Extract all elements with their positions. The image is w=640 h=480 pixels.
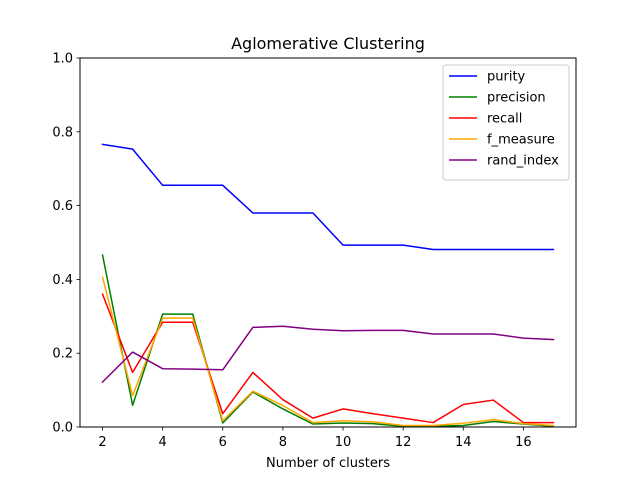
legend-label-f-measure: f_measure [487, 133, 555, 148]
x-axis: 2 4 6 8 10 12 14 16 [98, 427, 532, 450]
x-tick-label: 12 [395, 435, 412, 450]
x-tick-label: 14 [455, 435, 472, 450]
series-line-purity [101, 143, 555, 251]
x-tick-label: 16 [515, 435, 532, 450]
legend-label-purity: purity [487, 70, 526, 85]
x-tick-label: 2 [98, 435, 106, 450]
series-line-f-measure [101, 276, 555, 427]
y-tick-label: 0.6 [52, 199, 73, 214]
series-line-precision [101, 254, 555, 428]
series-lines [101, 143, 555, 428]
legend-label-rand-index: rand_index [487, 154, 559, 169]
axes-frame [79, 57, 577, 428]
x-tick-label: 4 [159, 435, 167, 450]
legend-label-recall: recall [487, 112, 522, 127]
y-tick-label: 0.4 [52, 273, 73, 288]
y-tick-label: 1.0 [52, 52, 73, 67]
y-tick-label: 0.2 [52, 347, 73, 362]
y-tick-label: 0.0 [52, 421, 73, 436]
chart-title: Aglomerative Clustering [231, 34, 425, 53]
legend: purity precision recall f_measure rand_index [442, 64, 570, 181]
legend-label-precision: precision [487, 91, 546, 106]
series-line-rand-index [101, 325, 555, 384]
x-tick-label: 8 [279, 435, 287, 450]
x-tick-label: 6 [219, 435, 227, 450]
y-tick-label: 0.8 [52, 125, 73, 140]
series-line-recall [101, 293, 555, 424]
x-axis-label: Number of clusters [266, 456, 390, 471]
x-tick-label: 10 [335, 435, 352, 450]
legend-box [442, 64, 570, 181]
y-axis: 0.0 0.2 0.4 0.6 0.8 1.0 [52, 52, 80, 436]
